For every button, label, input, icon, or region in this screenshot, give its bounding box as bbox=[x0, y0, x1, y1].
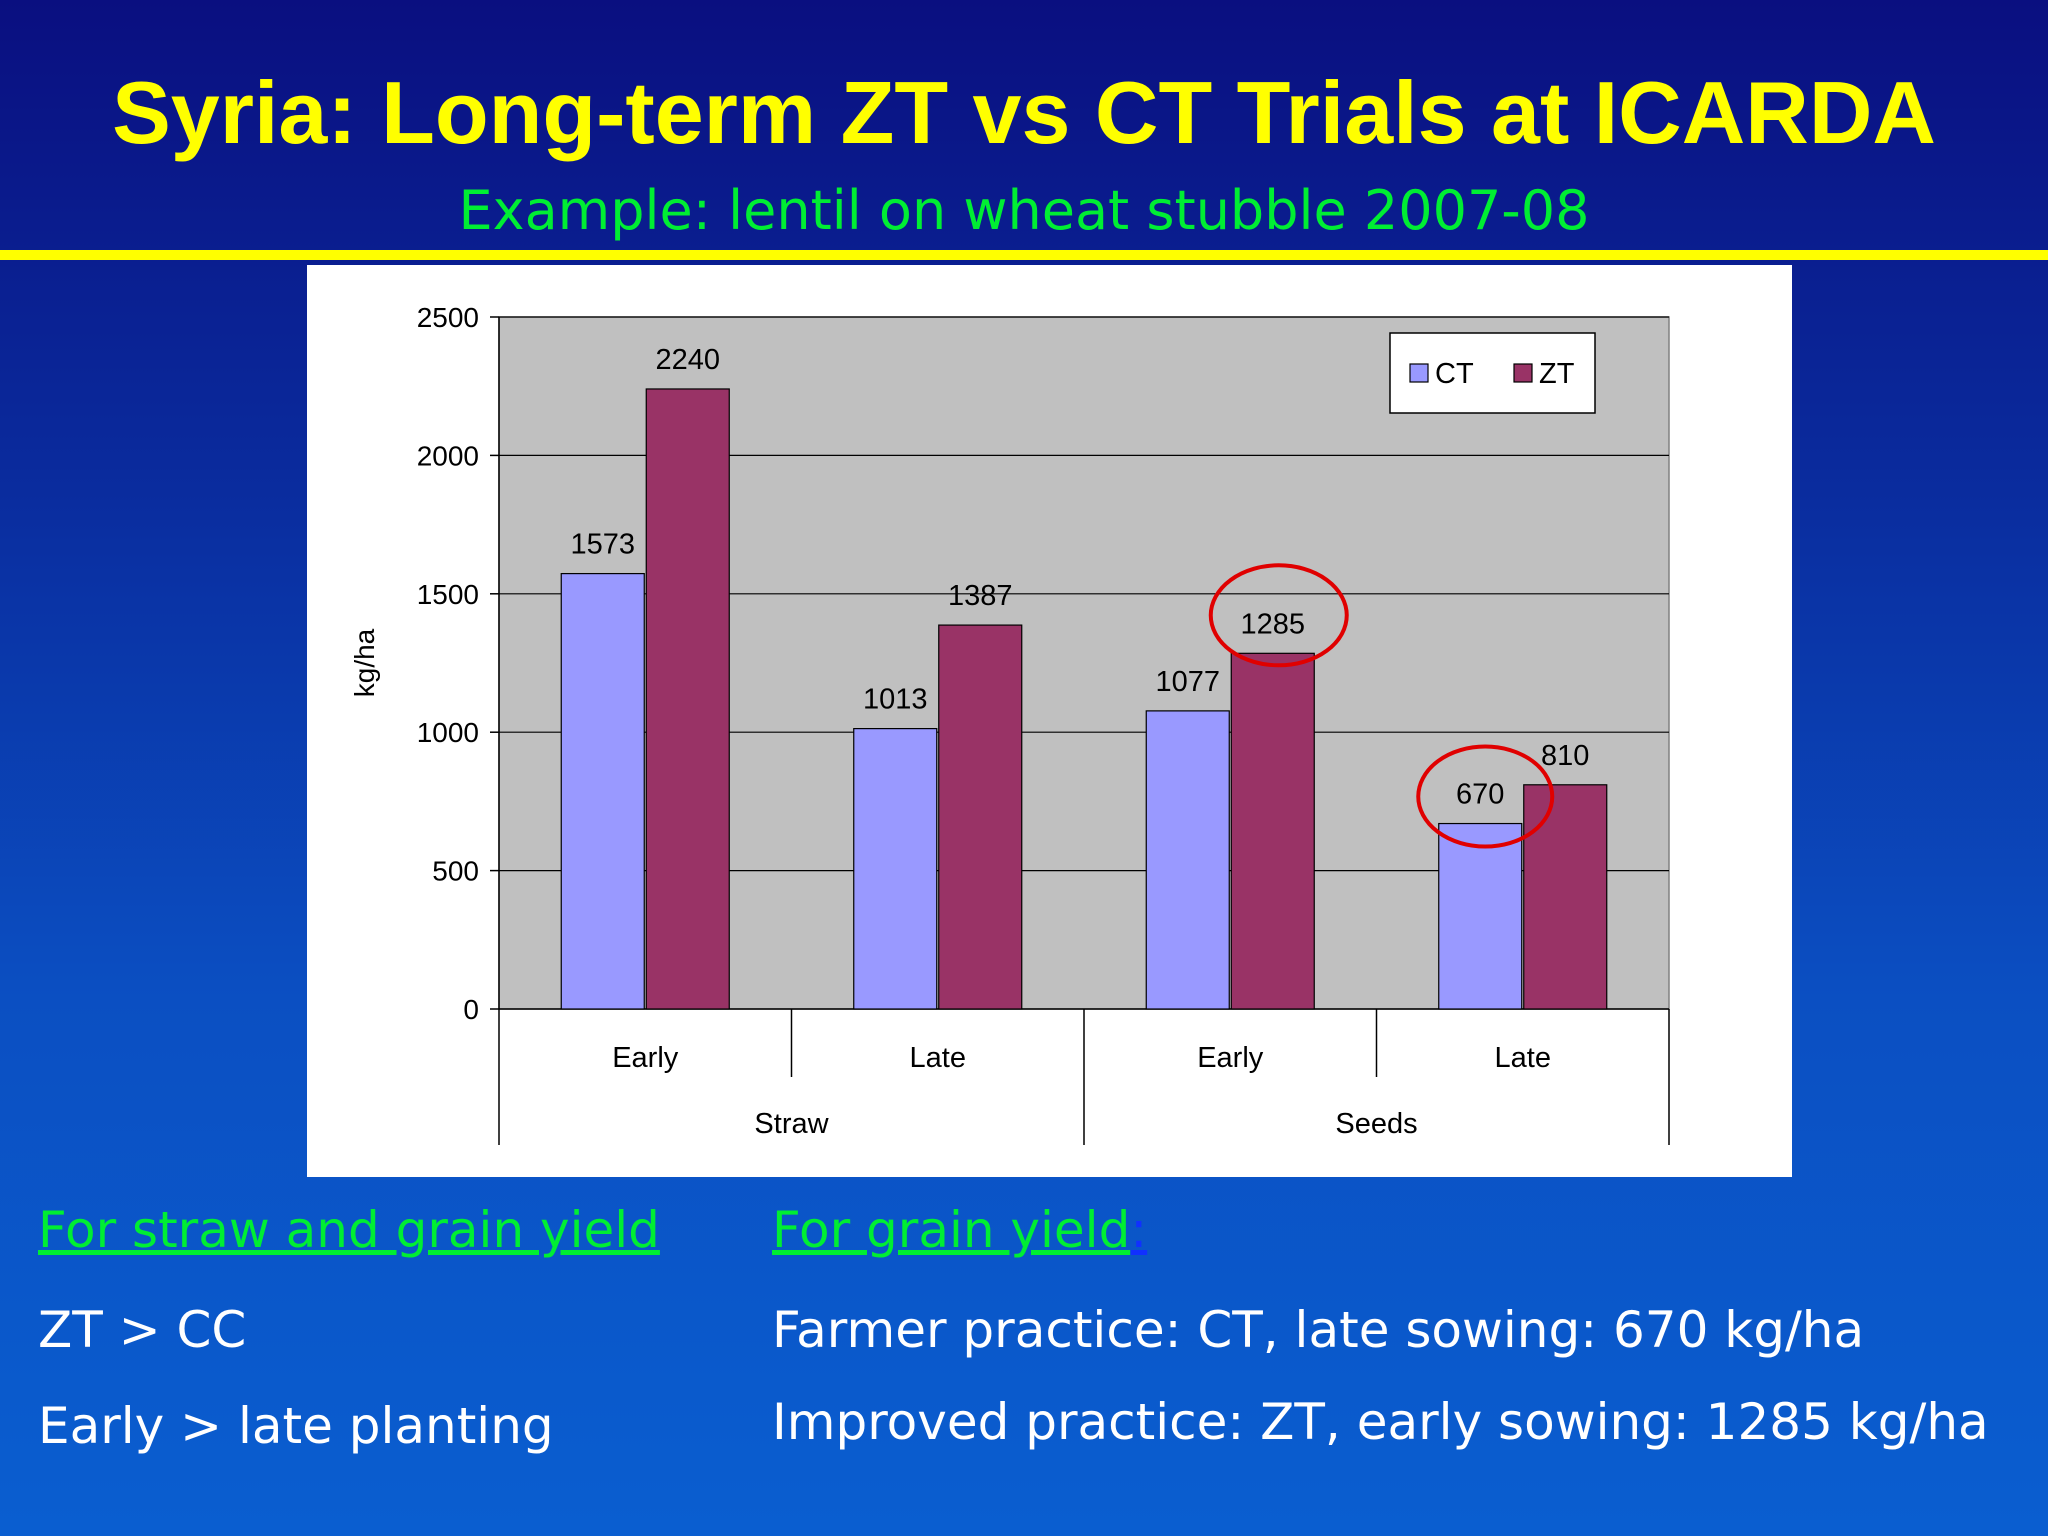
data-label-zt: 1285 bbox=[1240, 608, 1305, 640]
right-line-1: Farmer practice: CT, late sowing: 670 kg… bbox=[772, 1301, 1865, 1359]
left-line-1: ZT > CC bbox=[38, 1301, 247, 1359]
bar-zt bbox=[1230, 652, 1315, 1010]
right-heading-colon: : bbox=[1130, 1201, 1148, 1259]
highlight-circle bbox=[1416, 744, 1555, 849]
y-tick-label: 1500 bbox=[417, 579, 479, 610]
bar-ct bbox=[1438, 822, 1523, 1010]
data-label-ct: 670 bbox=[1456, 779, 1504, 811]
data-label-zt: 810 bbox=[1541, 740, 1589, 772]
title-divider bbox=[0, 250, 2048, 260]
data-label-zt: 1387 bbox=[948, 580, 1013, 612]
legend-swatch-ct bbox=[1409, 363, 1429, 383]
data-label-ct: 1013 bbox=[863, 684, 928, 716]
bar-zt bbox=[1523, 784, 1608, 1010]
slide-title: Syria: Long-term ZT vs CT Trials at ICAR… bbox=[112, 63, 1936, 162]
chart-panel: 0 500 1000 1500 2000 2500 kg/ha 1573 2240 Early 10… bbox=[307, 265, 1792, 1177]
x-group-label: Straw bbox=[754, 1108, 829, 1140]
data-label-ct: 1077 bbox=[1155, 666, 1220, 698]
bar-zt bbox=[645, 388, 730, 1010]
bar-ct bbox=[853, 728, 938, 1010]
right-line-2: Improved practice: ZT, early sowing: 128… bbox=[772, 1393, 1989, 1451]
bar-zt bbox=[938, 624, 1023, 1010]
left-heading: For straw and grain yield bbox=[38, 1201, 660, 1259]
y-tick-label: 1000 bbox=[417, 717, 479, 748]
y-tick-label: 0 bbox=[463, 994, 479, 1025]
bar-ct bbox=[1145, 710, 1230, 1010]
highlight-circle bbox=[1208, 563, 1349, 668]
y-tick-label: 500 bbox=[432, 856, 479, 887]
right-heading: For grain yield bbox=[772, 1201, 1131, 1259]
x-tick-label: Late bbox=[1495, 1042, 1551, 1074]
legend-swatch-zt bbox=[1513, 363, 1533, 383]
legend-label-ct: CT bbox=[1435, 358, 1474, 390]
x-tick-label: Late bbox=[910, 1042, 966, 1074]
y-tick-label: 2500 bbox=[417, 302, 479, 333]
bar-ct bbox=[560, 572, 645, 1010]
bar-chart: 0 500 1000 1500 2000 2500 kg/ha 1573 2240 Early 10… bbox=[349, 302, 1670, 1145]
x-tick-label: Early bbox=[1197, 1042, 1264, 1074]
right-heading-row: For grain yield: bbox=[772, 1198, 1147, 1262]
left-line-2: Early > late planting bbox=[38, 1397, 554, 1455]
y-axis-label: kg/ha bbox=[349, 628, 380, 697]
data-label-ct: 1573 bbox=[570, 529, 635, 561]
x-group-label: Seeds bbox=[1335, 1108, 1417, 1140]
y-tick-label: 2000 bbox=[417, 440, 479, 471]
data-label-zt: 2240 bbox=[655, 344, 720, 376]
slide-subtitle: Example: lentil on wheat stubble 2007-08 bbox=[458, 179, 1590, 242]
x-tick-label: Early bbox=[612, 1042, 679, 1074]
legend-label-zt: ZT bbox=[1539, 358, 1575, 390]
